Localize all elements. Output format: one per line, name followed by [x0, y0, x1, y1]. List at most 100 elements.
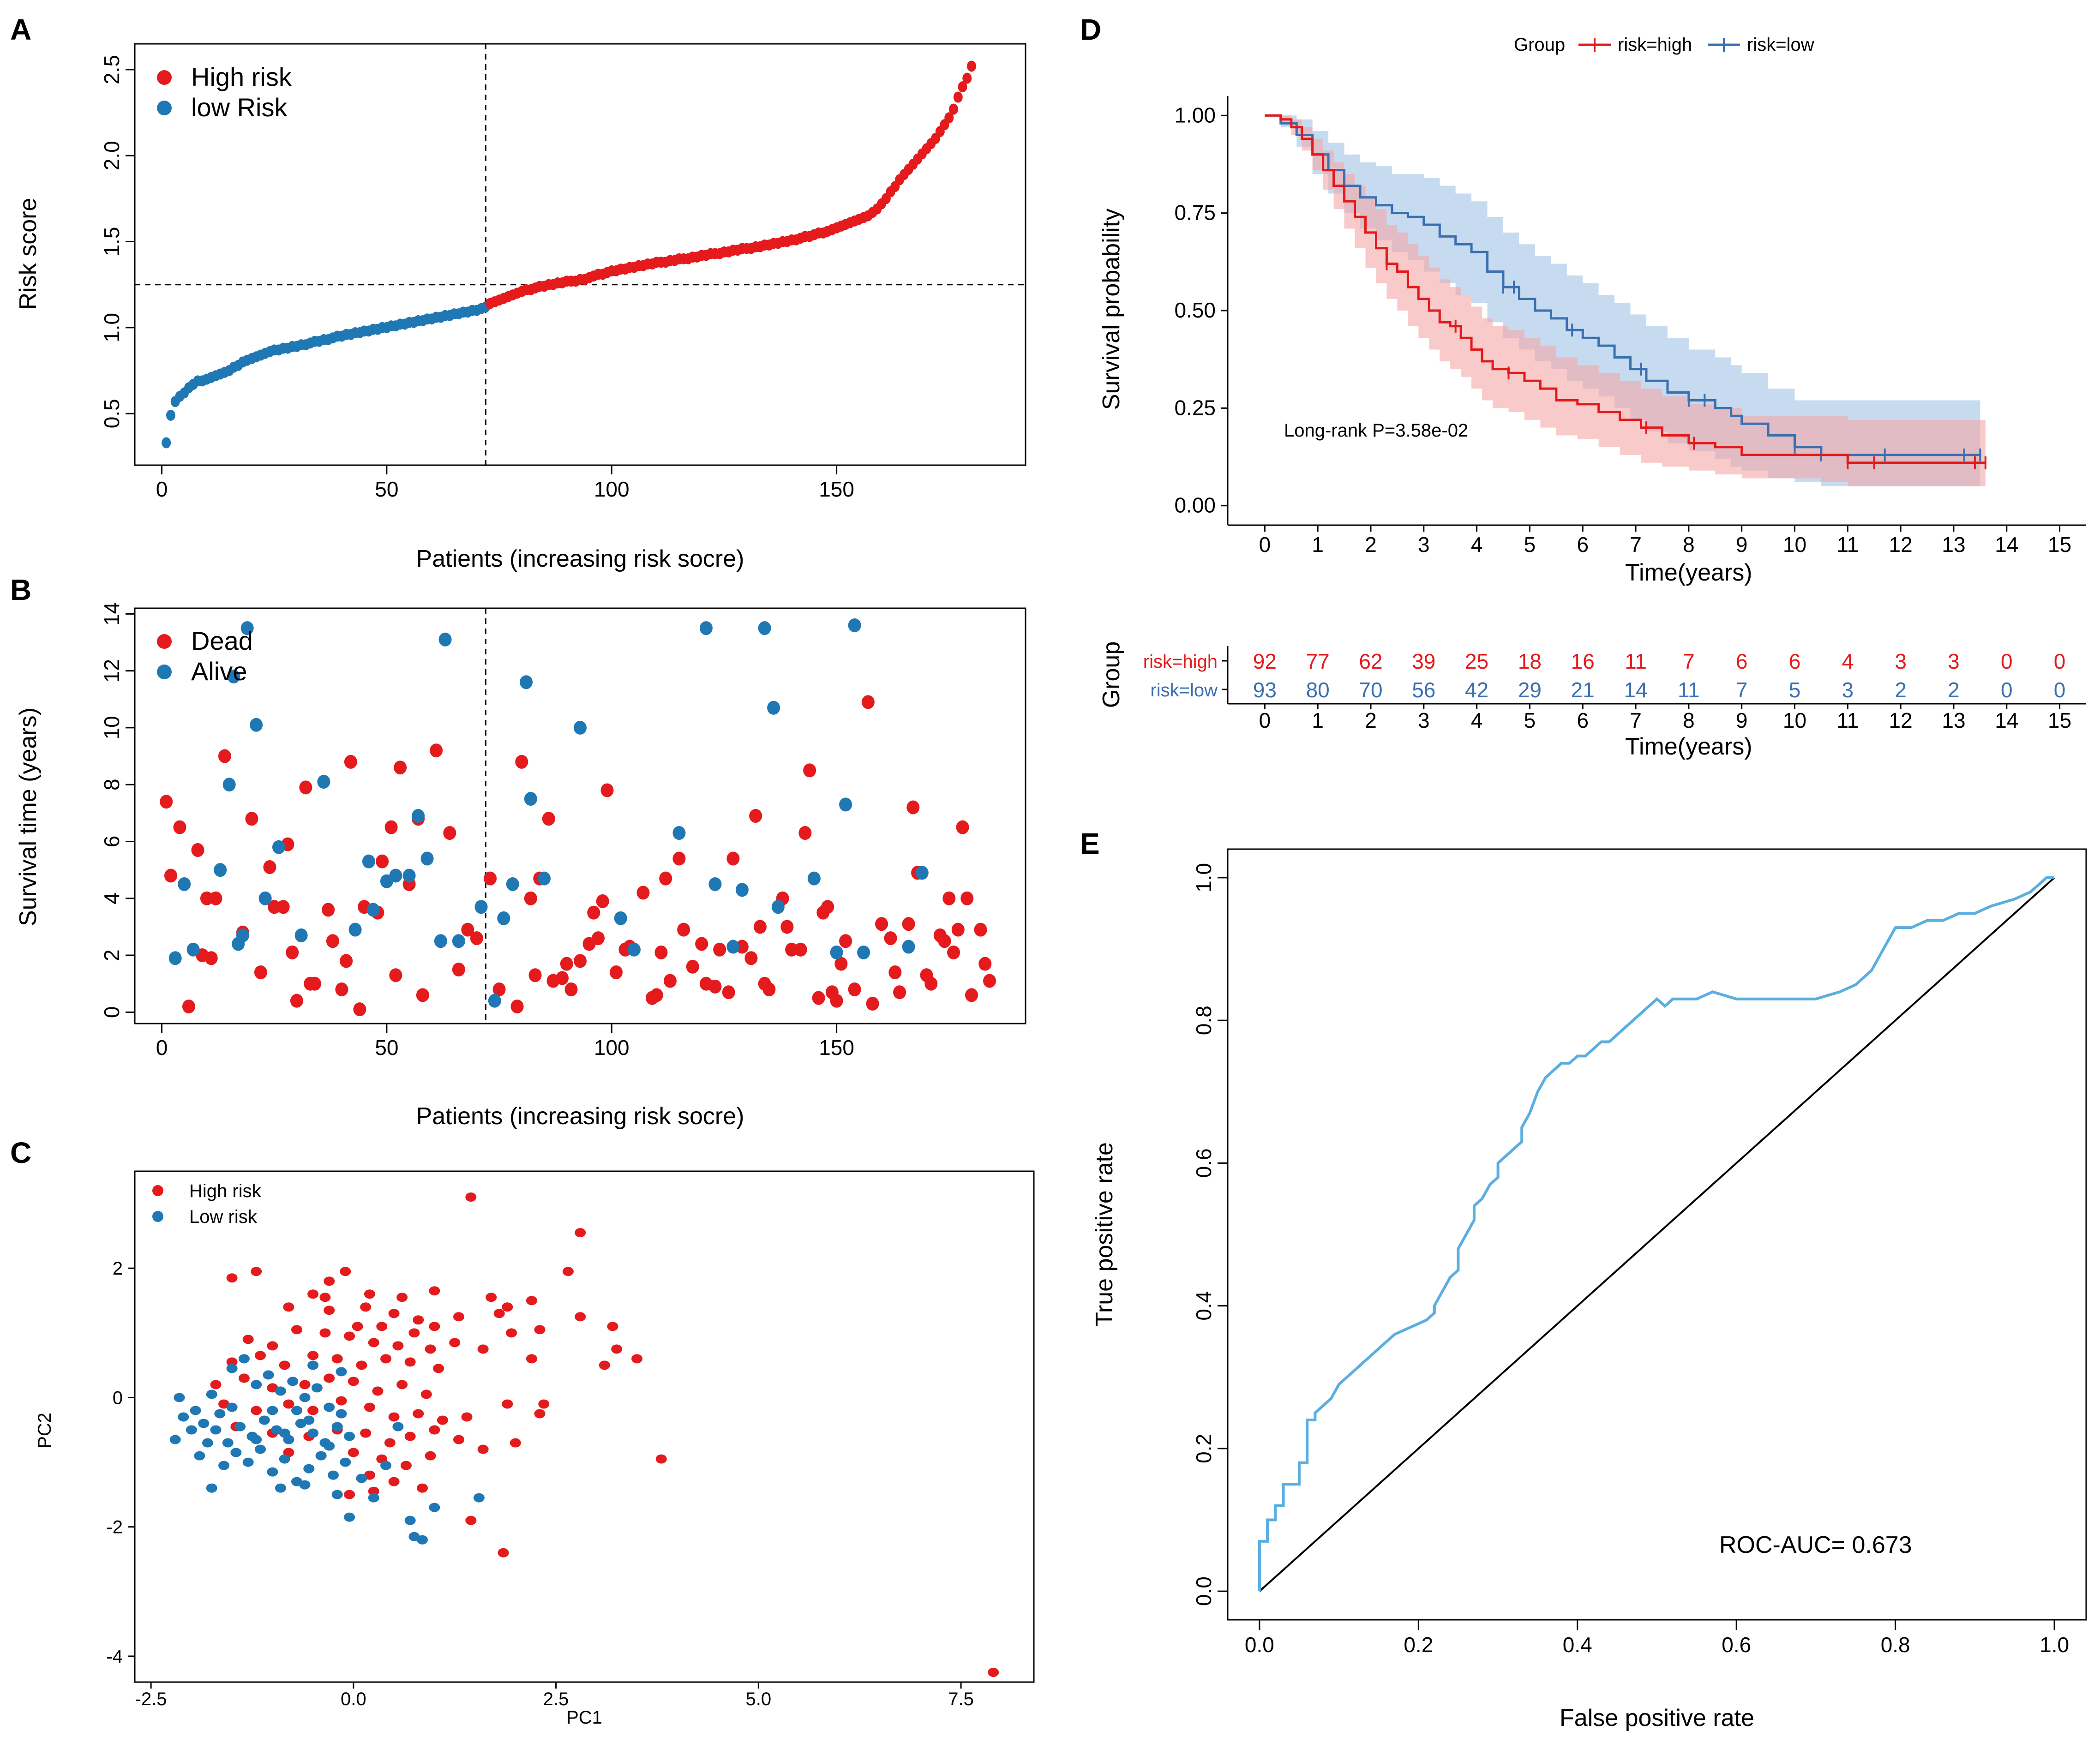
panel-b-point — [956, 820, 969, 834]
risk-table-count-low: 7 — [1736, 678, 1748, 702]
panel-c-point — [360, 1302, 372, 1312]
panel-b-y-tick-label: 6 — [100, 836, 124, 848]
risk-table-count-low: 21 — [1571, 678, 1595, 702]
panel-d-x-tick-label: 7 — [1630, 533, 1642, 557]
panel-b-point — [672, 826, 686, 840]
panel-c-point — [486, 1293, 497, 1302]
panel-a-point — [166, 409, 175, 421]
panel-c-point — [453, 1312, 464, 1322]
panel-d-x-axis-label: Time(years) — [1625, 559, 1752, 586]
panel-b-point — [520, 675, 533, 689]
risk-table-count-high: 4 — [1842, 649, 1854, 673]
risk-table-count-low: 56 — [1412, 678, 1435, 702]
risk-table-row-label-high: risk=high — [1143, 652, 1218, 672]
panel-b-point — [672, 851, 686, 866]
panel-b-y-tick-label: 14 — [100, 602, 124, 626]
panel-c-point — [234, 1422, 246, 1432]
panel-c-point — [380, 1354, 392, 1364]
panel-c-point — [222, 1438, 234, 1448]
panel-b-point — [272, 840, 285, 854]
panel-c-y-tick-label: 0 — [113, 1388, 123, 1408]
risk-table-count-high: 11 — [1625, 649, 1647, 673]
risk-table-count-low: 42 — [1465, 678, 1488, 702]
panel-c-point — [388, 1412, 400, 1422]
panel-b-point — [574, 954, 587, 968]
panel-b-point — [780, 920, 794, 934]
panel-b-point — [461, 922, 474, 937]
panel-c-point — [315, 1451, 327, 1461]
risk-table-count-low: 0 — [2001, 678, 2013, 702]
panel-c-point — [331, 1422, 343, 1432]
risk-table-x-tick-label: 14 — [1995, 708, 2018, 732]
panel-b-point — [564, 982, 578, 997]
panel-b-point — [556, 971, 569, 985]
risk-table-count-high: 3 — [1895, 649, 1907, 673]
risk-table-count-high: 6 — [1789, 649, 1801, 673]
panel-c-point — [575, 1312, 586, 1322]
panel-c-point — [251, 1380, 262, 1390]
panel-c-point — [368, 1338, 379, 1348]
risk-table-count-high: 0 — [2001, 649, 2013, 673]
panel-e-x-tick-label: 0.4 — [1563, 1633, 1592, 1657]
panel-c-point — [400, 1461, 412, 1470]
panel-b-point — [186, 942, 200, 957]
panel-c-point — [417, 1483, 428, 1493]
panel-b-point — [402, 868, 416, 883]
panel-b-point — [173, 820, 186, 834]
panel-c-point — [283, 1302, 294, 1312]
panel-a-x-tick-label: 100 — [594, 477, 630, 501]
panel-letter-a: A — [10, 13, 31, 46]
panel-b-point — [560, 957, 573, 971]
panel-b-point — [348, 922, 362, 937]
panel-b-y-tick-label: 12 — [100, 659, 124, 683]
panel-b-y-tick-label: 10 — [100, 716, 124, 739]
panel-c-point — [392, 1422, 404, 1432]
panel-b-point — [596, 894, 609, 908]
panel-b-point — [470, 931, 483, 946]
panel-a-x-tick-label: 150 — [819, 477, 854, 501]
panel-b-point — [884, 931, 897, 946]
panel-b-point — [830, 945, 843, 959]
panel-b-x-axis-label: Patients (increasing risk socre) — [416, 1103, 744, 1130]
panel-b-point — [245, 812, 258, 826]
panel-e-y-tick-label: 1.0 — [1192, 863, 1216, 892]
risk-table-count-low: 80 — [1306, 678, 1330, 702]
panel-c-point — [303, 1464, 315, 1473]
panel-c-y-tick-label: -4 — [106, 1647, 123, 1667]
panel-a-point — [944, 112, 954, 124]
panel-c-point — [307, 1360, 319, 1370]
panel-a-point — [958, 81, 967, 93]
panel-b-point — [695, 937, 708, 951]
panel-c-point — [324, 1402, 335, 1412]
panel-b-point — [915, 866, 929, 880]
panel-e-x-axis-label: False positive rate — [1560, 1705, 1754, 1731]
panel-c-point — [291, 1406, 302, 1415]
risk-table-x-tick-label: 8 — [1683, 708, 1695, 732]
panel-b-point — [771, 900, 785, 914]
panel-c-point — [340, 1457, 351, 1467]
panel-b-point — [290, 994, 303, 1008]
panel-c-x-tick-label: 2.5 — [543, 1689, 569, 1709]
panel-b-point — [834, 957, 848, 971]
panel-c-x-axis-label: PC1 — [566, 1707, 602, 1728]
panel-e-roc-curve: 0.0 0.2 0.4 0.6 0.8 1.0 0.0 0.2 0.4 0.6 0.8 1.0 Fals… — [1091, 848, 2087, 1731]
panel-b-y-axis-label: Survival time (years) — [15, 707, 42, 926]
panel-b-point — [978, 957, 992, 971]
panel-c-point — [502, 1302, 513, 1312]
panel-a-point — [953, 91, 963, 103]
panel-c-x-tick-label: 5.0 — [746, 1689, 772, 1709]
panel-letter-b: B — [10, 573, 31, 606]
panel-b-point — [384, 820, 398, 834]
risk-table-x-tick-label: 6 — [1577, 708, 1589, 732]
panel-d-y-axis-label: Survival probability — [1098, 209, 1125, 410]
panel-a-y-axis-label: Risk score — [15, 198, 42, 310]
panel-b-point — [798, 826, 812, 840]
panel-b-x-tick-label: 0 — [156, 1036, 168, 1060]
panel-b-point — [983, 974, 996, 988]
panel-b-point — [677, 922, 690, 937]
risk-table-count-high: 7 — [1683, 649, 1695, 673]
panel-d-x-tick-label: 2 — [1365, 533, 1377, 557]
panel-b-point — [866, 996, 879, 1011]
risk-table-x-tick-label: 10 — [1783, 708, 1806, 732]
panel-c-point — [258, 1415, 270, 1425]
